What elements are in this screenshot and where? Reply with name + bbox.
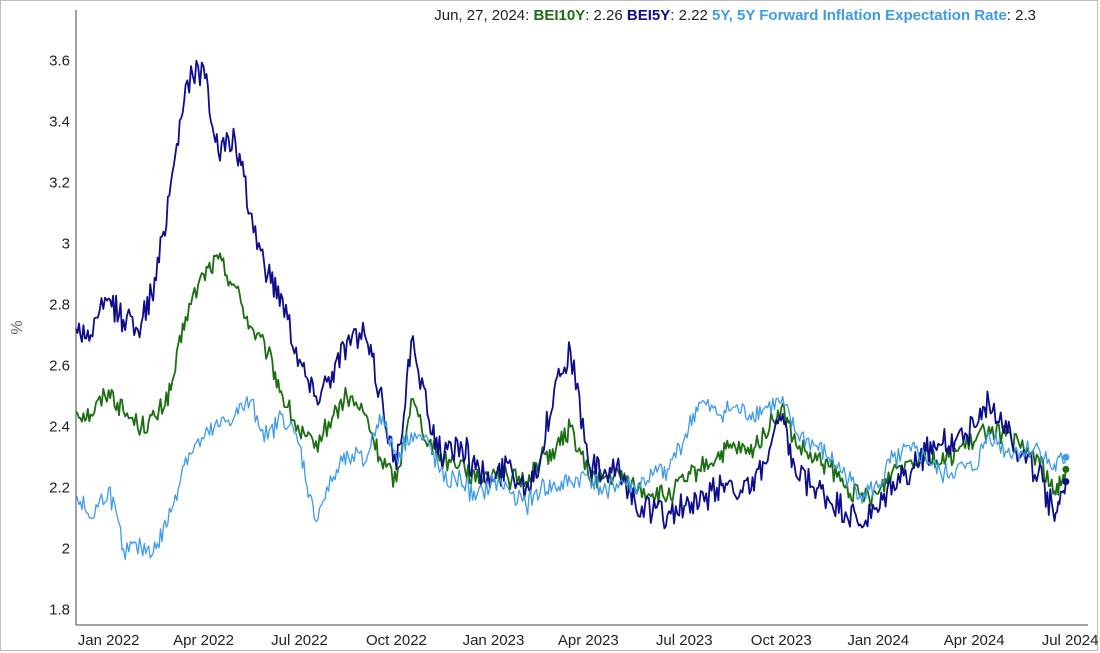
x-tick-label: Jan 2023 <box>463 632 525 649</box>
y-tick-label: 2.4 <box>49 419 70 436</box>
y-tick-label: 3.6 <box>49 53 70 70</box>
y-tick-label: 2 <box>62 541 70 558</box>
x-tick-label: Oct 2023 <box>751 632 812 649</box>
x-axis: Jan 2022 Apr 2022 Jul 2022 Oct 2022 Jan 2023… <box>76 624 1099 649</box>
legend-date: Jun, 27, 2024 <box>434 7 526 24</box>
y-tick-label: 1.8 <box>49 602 70 619</box>
legend-name-bei5y: BEI5Y <box>626 7 671 24</box>
y-tick-label: 3.4 <box>49 114 70 131</box>
series-line-0 <box>75 252 1067 507</box>
series-endpoint-0 <box>1062 465 1070 473</box>
x-tick-label: Jul 2023 <box>656 632 713 649</box>
x-tick-label: Jul 2022 <box>271 632 328 649</box>
legend-value-bei5y: 2.22 <box>678 7 708 24</box>
x-tick-label: Apr 2023 <box>558 632 619 649</box>
x-tick-label: Apr 2022 <box>173 632 234 649</box>
x-tick-label: Jan 2022 <box>78 632 140 649</box>
y-tick-label: 2.8 <box>49 297 70 314</box>
legend-name-bei10y: BEI10Y <box>533 7 586 24</box>
series-lines <box>75 59 1067 560</box>
y-tick-label: 2.6 <box>49 358 70 375</box>
y-tick-label: 2.2 <box>49 480 70 497</box>
series-line-1 <box>75 59 1067 530</box>
x-tick-label: Oct 2022 <box>366 632 427 649</box>
y-tick-label: 3.2 <box>49 175 70 192</box>
series-endpoints <box>1062 453 1070 486</box>
legend-value-bei10y: 2.26 <box>593 7 623 24</box>
y-tick-label: 3 <box>62 236 70 253</box>
x-tick-label: Jul 2024 <box>1042 632 1099 649</box>
series-line-2 <box>75 395 1067 560</box>
series-endpoint-1 <box>1062 478 1070 486</box>
x-tick-label: Jan 2024 <box>847 632 909 649</box>
y-axis-title: % <box>9 320 26 334</box>
series-endpoint-2 <box>1062 453 1070 461</box>
y-axis: 1.8 2 2.2 2.4 2.6 2.8 3 3.2 3.4 3.6% <box>9 10 77 625</box>
legend-value-5y5y: 2.3 <box>1015 7 1036 24</box>
chart-legend: Jun, 27, 2024: BEI10Y: 2.26 BEI5Y: 2.22 … <box>434 7 1036 24</box>
x-tick-label: Apr 2024 <box>944 632 1005 649</box>
legend-name-5y5y: 5Y, 5Y Forward Inflation Expectation Rat… <box>712 7 1007 24</box>
